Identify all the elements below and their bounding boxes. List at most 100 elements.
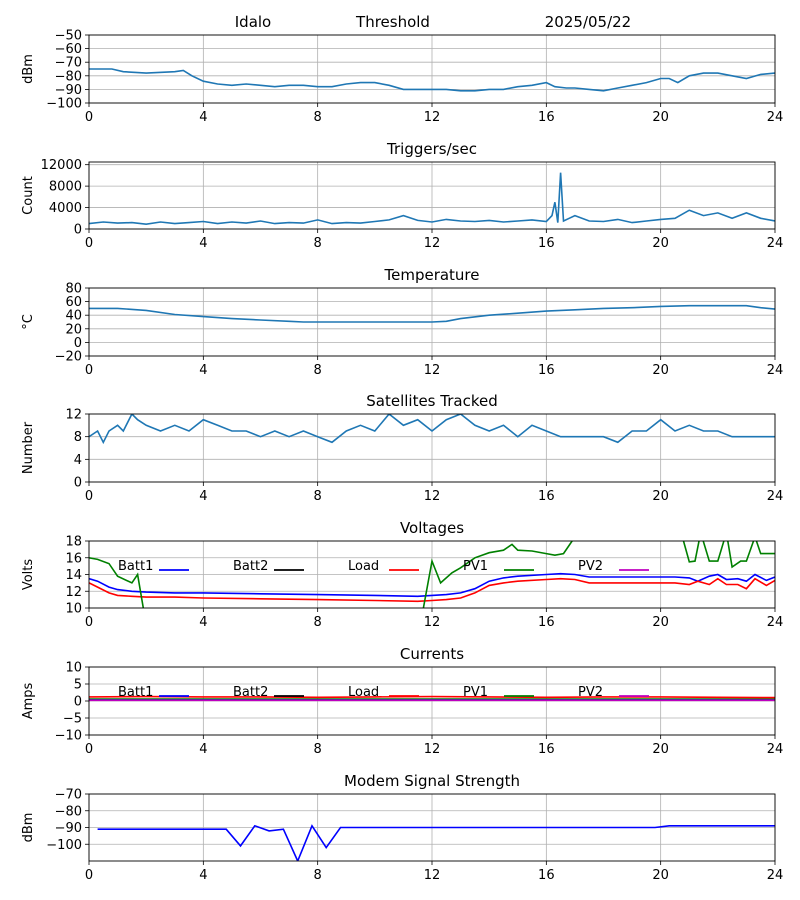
x-tick-label: 0 bbox=[85, 742, 93, 757]
chart-panel: 0 4 8 12 16 20 24 0 4000 8000 12000 Triggers/sec Cou… bbox=[21, 140, 783, 251]
x-tick-label: 24 bbox=[767, 489, 784, 504]
x-tick-label: 4 bbox=[199, 110, 207, 125]
y-tick-label: 0 bbox=[74, 695, 82, 710]
legend-label: Batt2 bbox=[233, 559, 268, 574]
x-tick-label: 20 bbox=[652, 868, 669, 883]
y-tick-label: −80 bbox=[55, 69, 82, 84]
series-line bbox=[89, 695, 775, 699]
x-tick-label: 16 bbox=[538, 489, 555, 504]
x-tick-label: 20 bbox=[652, 236, 669, 251]
y-tick-label: −80 bbox=[55, 804, 82, 819]
series-line bbox=[89, 577, 775, 603]
chart-title: Temperature bbox=[383, 266, 479, 284]
y-tick-label: −10 bbox=[55, 729, 82, 744]
y-tick-label: −60 bbox=[55, 42, 82, 57]
plot-frame bbox=[88, 413, 776, 483]
y-tick-label: 0 bbox=[74, 336, 82, 351]
legend-label: Batt1 bbox=[118, 685, 153, 700]
plot-frame bbox=[88, 540, 776, 609]
y-axis-label: Volts bbox=[21, 559, 36, 591]
y-tick-label: −90 bbox=[55, 821, 82, 836]
y-tick-label: 12 bbox=[65, 408, 82, 423]
chart-panel: 0 4 8 12 16 20 24 −100−90−80−70−60−50 dBm bbox=[21, 29, 783, 126]
y-tick-label: −5 bbox=[63, 712, 82, 727]
series-line bbox=[89, 68, 775, 92]
chart-panel: 0 4 8 12 16 20 24 0 4 8 12 Satellites Tracked Number bbox=[21, 392, 783, 504]
x-tick-label: 0 bbox=[85, 489, 93, 504]
y-tick-label: 16 bbox=[65, 551, 82, 566]
x-tick-label: 12 bbox=[424, 868, 441, 883]
y-tick-label: −70 bbox=[55, 56, 82, 71]
x-tick-label: 4 bbox=[199, 868, 207, 883]
y-tick-label: 80 bbox=[65, 282, 82, 297]
x-tick-label: 20 bbox=[652, 110, 669, 125]
x-tick-label: 12 bbox=[424, 615, 441, 630]
x-tick-label: 20 bbox=[652, 363, 669, 378]
x-tick-label: 8 bbox=[314, 868, 322, 883]
x-tick-label: 12 bbox=[424, 363, 441, 378]
y-tick-label: 4000 bbox=[49, 201, 82, 216]
x-tick-label: 24 bbox=[767, 868, 784, 883]
x-tick-label: 12 bbox=[424, 110, 441, 125]
y-tick-label: 8 bbox=[74, 430, 82, 445]
x-tick-label: 16 bbox=[538, 868, 555, 883]
x-tick-label: 16 bbox=[538, 236, 555, 251]
x-tick-label: 8 bbox=[314, 363, 322, 378]
y-axis-label: °C bbox=[21, 314, 36, 330]
y-tick-label: 20 bbox=[65, 322, 82, 337]
y-tick-label: 0 bbox=[74, 476, 82, 491]
legend-label: Batt2 bbox=[233, 685, 268, 700]
x-tick-label: 8 bbox=[314, 489, 322, 504]
y-tick-label: 14 bbox=[65, 568, 82, 583]
x-tick-label: 20 bbox=[652, 742, 669, 757]
plot-frame bbox=[88, 666, 776, 736]
chart-panel: 0 4 8 12 16 20 24 −100 −90 −80−70 Modem Signal Str… bbox=[21, 772, 783, 883]
chart-title: Modem Signal Strength bbox=[344, 772, 520, 790]
x-tick-label: 24 bbox=[767, 615, 784, 630]
x-tick-label: 0 bbox=[85, 110, 93, 125]
plot-frame bbox=[88, 793, 776, 862]
x-tick-label: 24 bbox=[767, 363, 784, 378]
y-tick-label: 8000 bbox=[49, 180, 82, 195]
y-axis-label: Amps bbox=[21, 682, 36, 719]
y-axis-label: Number bbox=[21, 421, 36, 474]
x-tick-label: 12 bbox=[424, 489, 441, 504]
x-tick-label: 24 bbox=[767, 236, 784, 251]
series-line bbox=[89, 304, 775, 323]
x-tick-label: 16 bbox=[538, 110, 555, 125]
y-tick-label: 60 bbox=[65, 295, 82, 310]
y-axis-label: Count bbox=[21, 176, 36, 215]
x-tick-label: 8 bbox=[314, 110, 322, 125]
chart-title: Satellites Tracked bbox=[366, 392, 497, 410]
x-tick-label: 4 bbox=[199, 489, 207, 504]
legend-label: PV1 bbox=[463, 685, 488, 700]
x-tick-label: 4 bbox=[199, 615, 207, 630]
y-tick-label: 0 bbox=[74, 223, 82, 238]
x-tick-label: 0 bbox=[85, 868, 93, 883]
x-tick-label: 12 bbox=[424, 742, 441, 757]
x-tick-label: 20 bbox=[652, 615, 669, 630]
x-tick-label: 12 bbox=[424, 236, 441, 251]
x-tick-label: 24 bbox=[767, 742, 784, 757]
x-tick-label: 24 bbox=[767, 110, 784, 125]
y-tick-label: 5 bbox=[74, 678, 82, 693]
x-tick-label: 16 bbox=[538, 363, 555, 378]
y-tick-label: −50 bbox=[55, 29, 82, 44]
y-tick-label: −100 bbox=[46, 838, 82, 853]
x-tick-label: 16 bbox=[538, 615, 555, 630]
y-tick-label: 12 bbox=[65, 585, 82, 600]
series-line bbox=[89, 541, 775, 608]
header-mode: Threshold bbox=[355, 13, 430, 31]
y-tick-label: −20 bbox=[55, 350, 82, 365]
y-tick-label: 4 bbox=[74, 453, 82, 468]
legend-label: PV1 bbox=[463, 559, 488, 574]
y-tick-label: 10 bbox=[65, 661, 82, 676]
y-tick-label: 10 bbox=[65, 602, 82, 617]
x-tick-label: 20 bbox=[652, 489, 669, 504]
x-tick-label: 0 bbox=[85, 363, 93, 378]
x-tick-label: 0 bbox=[85, 236, 93, 251]
x-tick-label: 8 bbox=[314, 236, 322, 251]
